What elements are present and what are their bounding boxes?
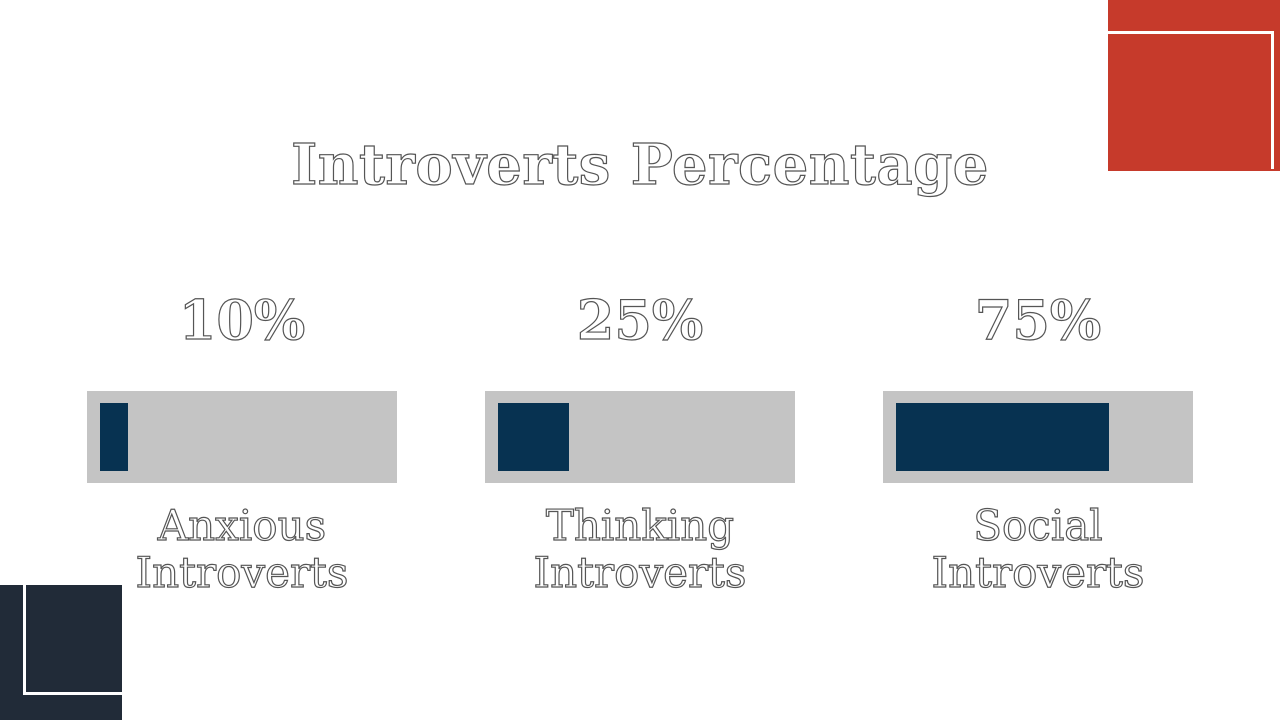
progress-track	[87, 391, 397, 483]
stat-label: Anxious Introverts	[87, 501, 397, 597]
progress-track	[883, 391, 1193, 483]
stat-label-line2: Introverts	[931, 548, 1145, 597]
corner-decoration-bottom-left	[0, 585, 125, 720]
stat-label-line1: Social	[973, 501, 1104, 550]
percent-value: 10%	[178, 287, 306, 352]
progress-fill	[100, 403, 128, 471]
stat-label-line1: Anxious	[157, 501, 327, 550]
stat-label: Thinking Introverts	[485, 501, 795, 597]
page-title: Introverts Percentage	[290, 131, 989, 198]
corner-decoration-fill	[1108, 0, 1280, 171]
progress-track	[485, 391, 795, 483]
stat-label-line1: Thinking	[545, 501, 735, 550]
corner-decoration-frame	[23, 585, 125, 695]
progress-fill	[498, 403, 569, 471]
stat-label-line2: Introverts	[135, 548, 349, 597]
stat-label: Social Introverts	[883, 501, 1193, 597]
stat-card: 25% Thinking Introverts	[485, 280, 795, 597]
percent-value: 75%	[974, 287, 1102, 352]
corner-decoration-frame	[1106, 31, 1274, 169]
corner-decoration-top-right	[1106, 0, 1280, 171]
percent-value: 25%	[576, 287, 704, 352]
stat-label-line2: Introverts	[533, 548, 747, 597]
stat-card: 75% Social Introverts	[883, 280, 1193, 597]
progress-fill	[896, 403, 1109, 471]
corner-decoration-fill	[0, 585, 122, 720]
stat-card: 10% Anxious Introverts	[87, 280, 397, 597]
